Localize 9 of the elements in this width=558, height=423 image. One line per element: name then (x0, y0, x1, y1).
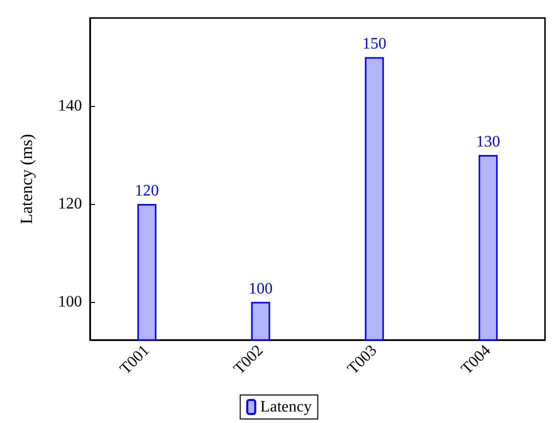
data-label: 100 (248, 280, 273, 298)
y-tick-label: 140 (58, 98, 82, 115)
y-tick-label: 100 (58, 293, 82, 310)
legend-label: Latency (260, 398, 312, 416)
data-label: 120 (134, 182, 159, 200)
data-label: 150 (362, 36, 386, 53)
y-tick-label: 120 (58, 195, 82, 212)
y-axis-title: Latency (ms) (17, 134, 36, 224)
data-label: 130 (476, 134, 500, 151)
